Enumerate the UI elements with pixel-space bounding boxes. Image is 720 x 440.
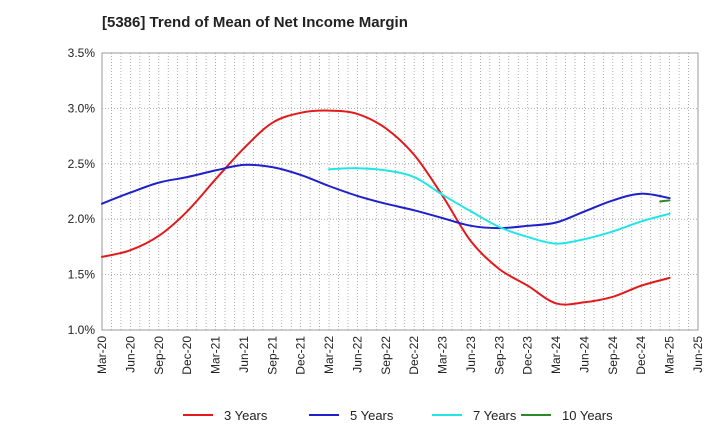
x-tick-label: Jun-20 (123, 336, 137, 373)
x-tick-label: Mar-23 (436, 336, 450, 374)
x-tick-label: Jun-22 (350, 336, 364, 373)
legend-label-7-years: 7 Years (473, 408, 517, 423)
plot-frame (101, 52, 699, 331)
x-tick-label: Mar-22 (322, 336, 336, 374)
x-axis-ticks: Mar-20 Jun-20 Sep-20 Dec-20 Mar-21 Jun-21 Sep-… (95, 336, 705, 375)
legend-label-10-years: 10 Years (562, 408, 613, 423)
x-tick-label: Dec-22 (407, 336, 421, 375)
series-line-3-years (101, 109, 671, 306)
grid (102, 53, 698, 330)
x-tick-label: Mar-24 (549, 336, 563, 374)
x-tick-label: Jun-23 (464, 336, 478, 373)
y-axis-ticks: 1.0% 1.5% 2.0% 2.5% 3.0% 3.5% (68, 46, 96, 337)
x-tick-label: Dec-20 (180, 336, 194, 375)
y-tick-label: 1.0% (68, 323, 96, 337)
x-tick-label: Jun-25 (691, 336, 705, 373)
y-tick-label: 3.0% (68, 101, 96, 115)
legend: 3 Years 5 Years 7 Years 10 Years (183, 408, 613, 423)
legend-label-5-years: 5 Years (350, 408, 394, 423)
y-tick-label: 3.5% (68, 46, 96, 60)
x-tick-label: Sep-24 (606, 336, 620, 375)
series-line-10-years (659, 199, 671, 203)
x-tick-label: Mar-21 (209, 336, 223, 374)
series-line-7-years (328, 167, 671, 245)
x-tick-label: Dec-24 (634, 336, 648, 375)
series-lines (101, 109, 671, 306)
x-tick-label: Sep-20 (152, 336, 166, 375)
x-tick-label: Jun-24 (577, 336, 591, 373)
y-tick-label: 2.0% (68, 212, 96, 226)
legend-label-3-years: 3 Years (224, 408, 268, 423)
x-tick-label: Sep-23 (492, 336, 506, 375)
x-tick-label: Dec-21 (294, 336, 308, 375)
chart-title: [5386] Trend of Mean of Net Income Margi… (102, 14, 408, 31)
x-tick-label: Jun-21 (237, 336, 251, 373)
series-line-5-years (101, 163, 671, 230)
y-tick-label: 1.5% (68, 268, 96, 282)
x-tick-label: Sep-22 (379, 336, 393, 375)
x-tick-label: Mar-20 (95, 336, 109, 374)
x-tick-label: Sep-21 (265, 336, 279, 375)
x-tick-label: Mar-25 (663, 336, 677, 374)
y-tick-label: 2.5% (68, 157, 96, 171)
x-tick-label: Dec-23 (521, 336, 535, 375)
